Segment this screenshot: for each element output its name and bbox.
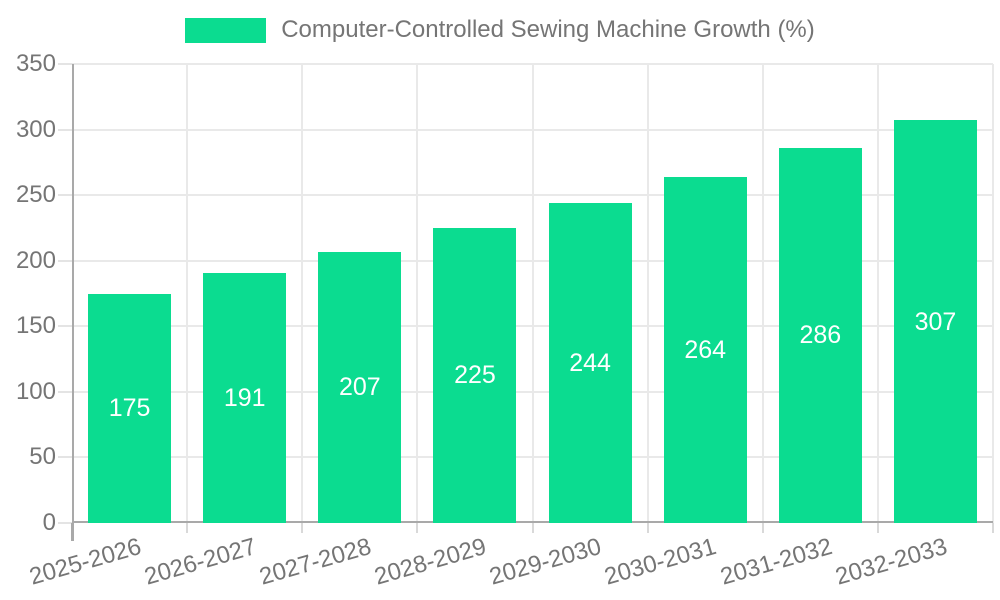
y-tick-mark (58, 259, 72, 262)
x-tick-label: 2025-2026 (26, 533, 145, 591)
x-tick-mark (416, 523, 419, 533)
x-tick-label: 2030-2031 (601, 533, 720, 591)
v-gridline (876, 64, 879, 523)
v-gridline (992, 64, 994, 523)
y-axis-line (72, 64, 74, 541)
bar[interactable] (203, 272, 286, 523)
x-tick-mark (646, 523, 649, 533)
x-tick-mark (761, 523, 764, 533)
y-tick-mark (58, 390, 72, 393)
x-axis-labels: 2025-2026 2026-2027 2027-2028 2028-2029 2029… (26, 523, 993, 600)
v-gridline (416, 64, 419, 523)
y-tick-mark (58, 456, 72, 459)
bar[interactable] (433, 227, 516, 523)
x-tick-label: 2032-2033 (832, 533, 950, 591)
y-tick-mark (58, 522, 72, 524)
v-gridline (761, 64, 764, 523)
bar[interactable] (318, 251, 401, 523)
v-gridline (531, 64, 534, 523)
y-tick-mark (58, 128, 72, 131)
y-axis-labels: 0 50 100 150 200 250 300 350 (0, 50, 56, 536)
bar[interactable] (549, 203, 632, 523)
v-gridline (301, 64, 304, 523)
y-tick-label: 300 (15, 115, 56, 143)
chart-legend-item[interactable]: Computer-Controlled Sewing Machine Growt… (0, 16, 1000, 44)
v-gridline (186, 64, 189, 523)
x-tick-mark (876, 523, 879, 533)
bar[interactable] (664, 176, 747, 523)
x-tick-label: 2028-2029 (371, 533, 490, 591)
y-tick-label: 150 (15, 312, 56, 340)
x-tick-mark (301, 523, 304, 533)
y-tick-mark (58, 63, 72, 65)
v-gridline (646, 64, 649, 523)
legend-label: Computer-Controlled Sewing Machine Growt… (281, 16, 815, 43)
x-tick-mark (186, 523, 189, 533)
x-tick-label: 2031-2032 (716, 533, 835, 591)
y-tick-mark (58, 325, 72, 328)
bar[interactable] (894, 120, 977, 523)
y-tick-label: 100 (15, 377, 56, 405)
plot-area: 175 191 207 225 244 264 286 307 (58, 63, 994, 541)
y-tick-label: 50 (29, 443, 56, 471)
x-axis-line (72, 521, 993, 523)
y-tick-label: 350 (15, 50, 56, 77)
legend-swatch-icon (185, 17, 267, 43)
y-tick-label: 250 (15, 181, 56, 209)
x-tick-label: 2029-2030 (486, 533, 605, 591)
y-tick-mark (58, 194, 72, 197)
x-tick-mark (992, 523, 994, 533)
y-tick-label: 200 (15, 246, 56, 274)
bar[interactable] (88, 293, 171, 523)
bar[interactable] (779, 147, 862, 523)
x-tick-label: 2026-2027 (141, 533, 260, 591)
x-tick-label: 2027-2028 (256, 533, 375, 591)
x-tick-mark (531, 523, 534, 533)
y-tick-label: 0 (42, 509, 56, 536)
